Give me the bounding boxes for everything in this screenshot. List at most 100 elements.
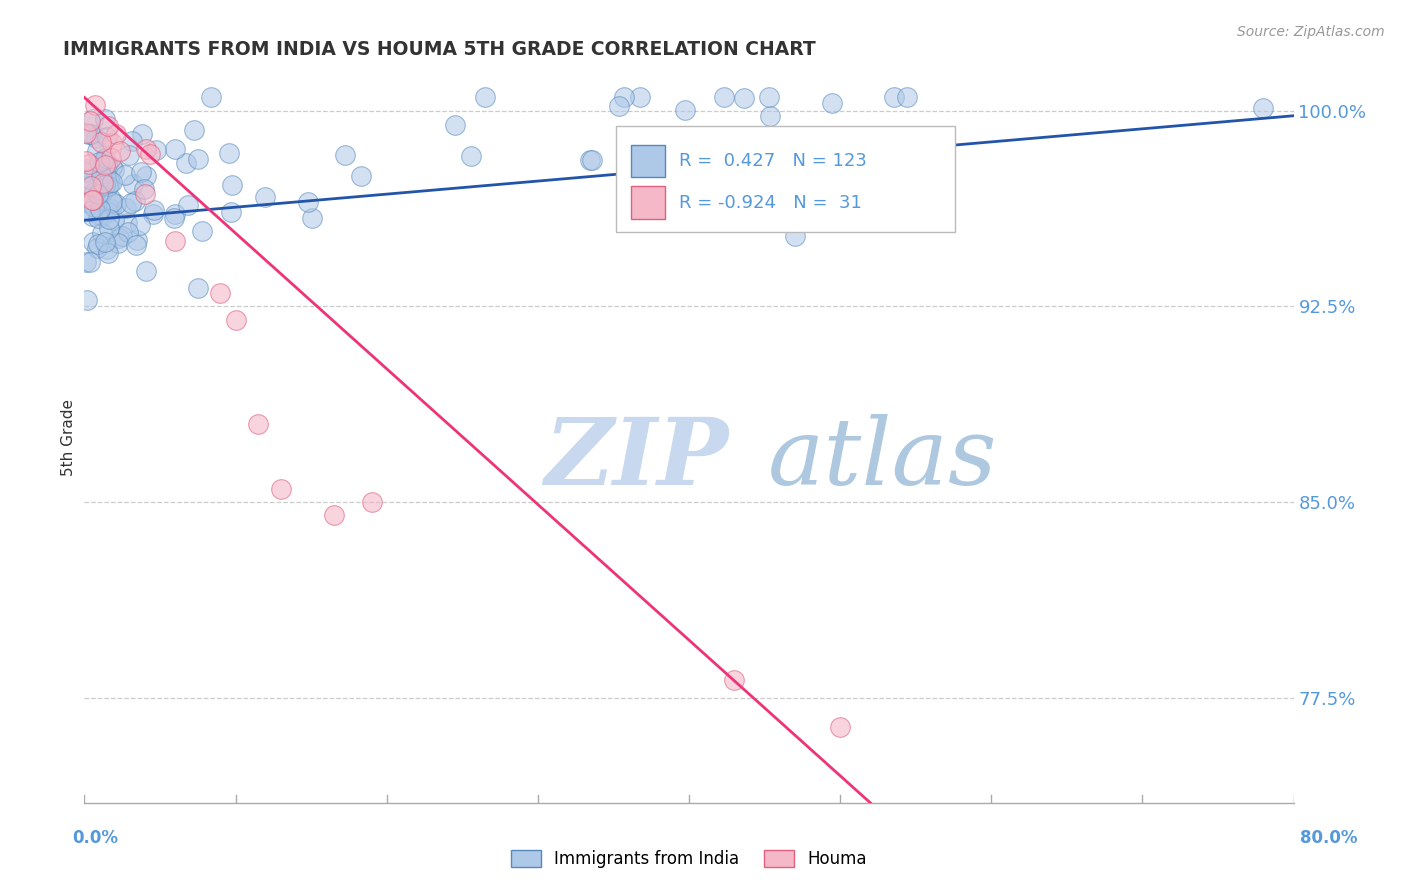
- Point: [86, 144, 108, 158]
- Point: [221, 178, 243, 193]
- Point: [145, 143, 167, 157]
- Point: [766, 186, 789, 200]
- Point: [125, 233, 148, 247]
- Point: [97, 120, 120, 134]
- Point: [94, 178, 117, 192]
- Point: [713, 90, 735, 104]
- Point: [82, 235, 104, 249]
- Point: [101, 160, 124, 174]
- Point: [76, 162, 98, 177]
- Point: [97, 221, 120, 235]
- Point: [97, 178, 120, 193]
- Point: [443, 118, 465, 132]
- Point: [93, 151, 115, 165]
- Point: [177, 198, 200, 212]
- Point: [75, 255, 97, 269]
- Point: [82, 194, 104, 208]
- Point: [630, 90, 652, 104]
- Point: [77, 157, 100, 171]
- Point: [76, 293, 98, 307]
- FancyBboxPatch shape: [616, 126, 955, 232]
- Point: [187, 152, 209, 166]
- Point: [124, 238, 146, 252]
- Point: [134, 187, 156, 202]
- Point: [80, 210, 103, 224]
- Point: [247, 417, 270, 431]
- Point: [254, 190, 277, 204]
- Point: [218, 146, 240, 161]
- Point: [90, 186, 112, 200]
- Point: [322, 508, 344, 523]
- Text: R =  0.427   N = 123: R = 0.427 N = 123: [679, 153, 868, 170]
- Point: [163, 211, 186, 226]
- Point: [94, 112, 117, 127]
- Point: [134, 182, 156, 196]
- Point: [209, 286, 232, 301]
- Point: [120, 196, 142, 211]
- Point: [187, 281, 209, 295]
- Point: [121, 134, 143, 148]
- Point: [759, 109, 782, 123]
- Point: [89, 155, 111, 169]
- Point: [86, 241, 108, 255]
- Point: [333, 148, 356, 162]
- Point: [79, 204, 101, 219]
- Point: [579, 153, 602, 168]
- Point: [101, 176, 124, 190]
- Point: [135, 169, 157, 184]
- Point: [96, 157, 118, 171]
- Text: atlas: atlas: [768, 414, 997, 504]
- Point: [117, 225, 139, 239]
- Point: [84, 98, 107, 112]
- Point: [82, 193, 104, 207]
- Y-axis label: 5th Grade: 5th Grade: [60, 399, 76, 475]
- Point: [581, 153, 603, 167]
- Point: [80, 178, 103, 193]
- Point: [83, 200, 105, 214]
- Point: [124, 194, 146, 209]
- Point: [97, 205, 120, 219]
- Point: [98, 211, 121, 226]
- Point: [75, 194, 97, 209]
- Point: [107, 236, 129, 251]
- Point: [183, 123, 205, 137]
- Point: [97, 172, 120, 186]
- Point: [87, 208, 110, 222]
- Point: [142, 202, 165, 217]
- Point: [75, 165, 97, 179]
- Point: [896, 90, 918, 104]
- Point: [821, 96, 844, 111]
- Point: [90, 135, 112, 149]
- Point: [108, 230, 131, 244]
- Point: [200, 90, 222, 104]
- Point: [297, 195, 319, 210]
- Point: [108, 145, 131, 159]
- Text: 0.0%: 0.0%: [73, 829, 118, 847]
- Point: [84, 131, 107, 145]
- Point: [100, 192, 122, 206]
- Text: 80.0%: 80.0%: [1301, 829, 1357, 847]
- Point: [652, 171, 675, 186]
- Text: IMMIGRANTS FROM INDIA VS HOUMA 5TH GRADE CORRELATION CHART: IMMIGRANTS FROM INDIA VS HOUMA 5TH GRADE…: [63, 40, 815, 59]
- Point: [758, 90, 780, 104]
- Point: [100, 202, 122, 216]
- Point: [301, 211, 323, 225]
- Point: [142, 207, 165, 221]
- FancyBboxPatch shape: [631, 145, 665, 178]
- Point: [135, 264, 157, 278]
- Point: [79, 254, 101, 268]
- Point: [1253, 101, 1275, 115]
- Point: [135, 142, 157, 156]
- Point: [105, 197, 128, 211]
- Point: [131, 127, 153, 141]
- Point: [783, 229, 806, 244]
- Legend: Immigrants from India, Houma: Immigrants from India, Houma: [505, 844, 873, 875]
- Point: [733, 90, 755, 104]
- Point: [89, 202, 111, 216]
- Point: [270, 483, 292, 497]
- Point: [82, 112, 104, 126]
- Point: [96, 129, 118, 144]
- Point: [111, 228, 134, 243]
- Point: [91, 209, 114, 223]
- Point: [75, 154, 97, 169]
